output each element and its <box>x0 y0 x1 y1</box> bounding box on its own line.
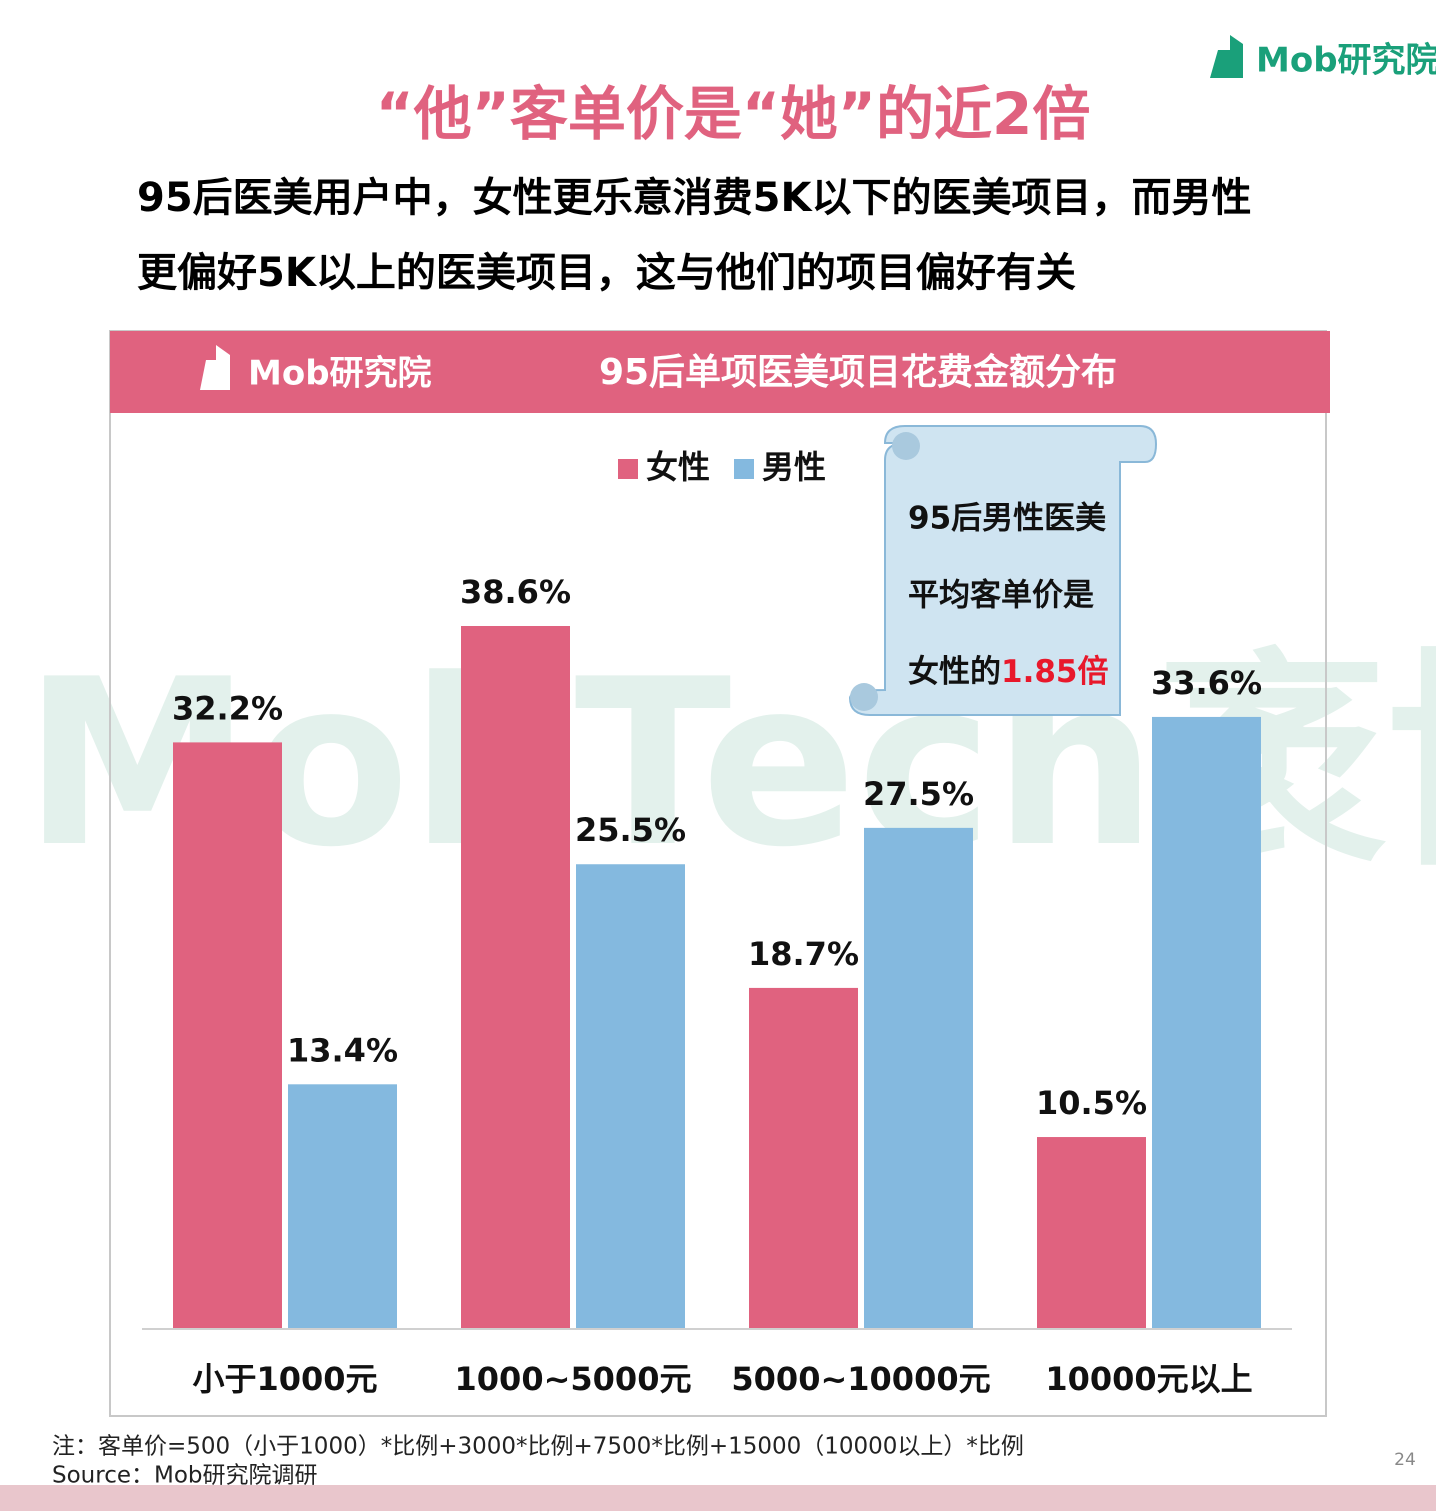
bar <box>864 827 973 1328</box>
header-logo-text: Mob研究院 <box>248 354 432 394</box>
callout: 95后男性医美 平均客单价是 女性的1.85倍 <box>848 425 1158 716</box>
x-tick-label: 5000~10000元 <box>731 1360 990 1398</box>
header-logo-icon <box>200 345 230 390</box>
subtitle-line: 更偏好5K以上的医美项目，这与他们的项目偏好有关 <box>137 250 1076 296</box>
page-number: 24 <box>1394 1450 1416 1470</box>
data-label: 27.5% <box>863 775 974 813</box>
bar <box>1152 716 1261 1328</box>
bar <box>461 626 570 1328</box>
x-tick-label: 1000~5000元 <box>455 1360 692 1398</box>
bottom-strip <box>0 1485 1436 1511</box>
legend-swatch <box>734 459 754 479</box>
data-label: 10.5% <box>1036 1084 1147 1122</box>
note: 注：客单价=500（小于1000）*比例+3000*比例+7500*比例+150… <box>52 1434 1024 1460</box>
data-label: 33.6% <box>1151 664 1262 702</box>
bar <box>1037 1137 1146 1328</box>
data-label: 25.5% <box>575 811 686 849</box>
data-label: 32.2% <box>172 689 283 727</box>
source: Source：Mob研究院调研 <box>52 1463 318 1489</box>
bar <box>173 742 282 1328</box>
callout-scroll <box>848 425 1158 716</box>
callout-line: 女性的1.85倍 <box>908 654 1109 690</box>
chart-header <box>110 331 1330 413</box>
data-label: 18.7% <box>748 935 859 973</box>
data-label: 38.6% <box>460 573 571 611</box>
logo-icon <box>1210 35 1243 78</box>
scroll-curl <box>892 432 920 460</box>
x-tick-label: 10000元以上 <box>1045 1360 1252 1398</box>
legend-label: 女性 <box>646 448 710 486</box>
legend-swatch <box>618 459 638 479</box>
callout-highlight: 1.85倍 <box>1001 654 1109 690</box>
bar <box>576 864 685 1328</box>
x-tick-label: 小于1000元 <box>192 1360 377 1398</box>
logo-text: Mob研究院 <box>1256 41 1436 81</box>
bar <box>288 1084 397 1328</box>
chart-title: 95后单项医美项目花费金额分布 <box>599 351 1117 393</box>
bar <box>749 987 858 1328</box>
data-label: 13.4% <box>287 1031 398 1069</box>
scroll-curl <box>850 683 878 711</box>
top-logo: Mob研究院 <box>1210 35 1436 81</box>
subtitle-line: 95后医美用户中，女性更乐意消费5K以下的医美项目，而男性 <box>137 175 1252 221</box>
legend-label: 男性 <box>762 448 826 486</box>
callout-line: 95后男性医美 <box>908 501 1106 537</box>
callout-text: 女性的 <box>908 654 1001 690</box>
callout-line: 平均客单价是 <box>908 578 1094 614</box>
page-title: “他”客单价是“她”的近2倍 <box>376 80 1091 148</box>
